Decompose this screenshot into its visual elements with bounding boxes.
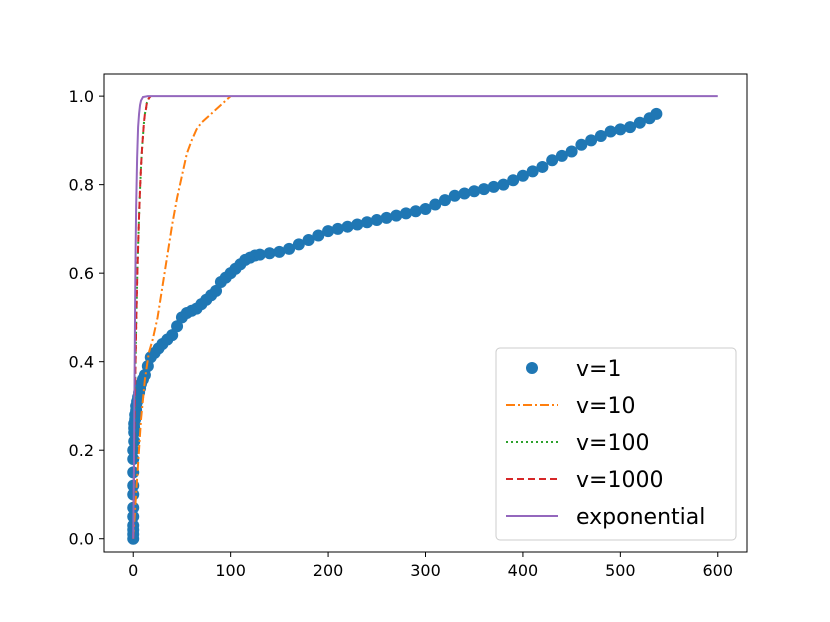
series-v-1-point	[477, 183, 490, 196]
series-v-1-point	[322, 225, 335, 238]
legend-label-v-1: v=1	[576, 357, 621, 382]
series-v-1-point	[292, 238, 305, 251]
legend: v=1 v=10 v=100 v=1000 exponential	[495, 347, 737, 541]
y-tick-label: 0.6	[69, 264, 94, 283]
series-v-1-point	[361, 216, 374, 229]
series-v-1-point	[650, 107, 663, 120]
legend-label-v-10: v=10	[576, 394, 635, 419]
series-v-1-point	[370, 214, 383, 227]
series-v-1-point	[312, 229, 325, 242]
x-tick-label: 0	[128, 561, 138, 580]
series-v-1-point	[253, 248, 266, 261]
legend-marker-v-1	[526, 362, 538, 374]
series-v-1-point	[448, 189, 461, 202]
series-v-1-point	[263, 247, 276, 260]
series-v-1-point	[536, 160, 549, 173]
x-tick-label: 500	[605, 561, 636, 580]
series-v-1-point	[565, 145, 578, 158]
series-v-1-point	[468, 185, 481, 198]
x-tick-label: 400	[508, 561, 539, 580]
series-v-1-point	[497, 178, 510, 191]
series-v-1-point	[341, 220, 354, 233]
y-tick-label: 0.2	[69, 441, 94, 460]
y-tick-label: 1.0	[69, 87, 94, 106]
series-v-1-point	[331, 222, 344, 235]
series-v-1-point	[283, 242, 296, 255]
x-tick-label: 600	[702, 561, 733, 580]
y-tick-label: 0.8	[69, 176, 94, 195]
series-exponential-line	[132, 95, 718, 539]
legend-label-v-1000: v=1000	[576, 468, 663, 493]
x-tick-label: 100	[215, 561, 246, 580]
series-v-1-point	[594, 129, 607, 142]
series-v-1-point	[516, 169, 529, 182]
series-v-1-point	[546, 154, 559, 167]
series-v-10-line	[132, 95, 232, 539]
ticks-layer: 0 100 200 300 400 500 600 0.0 0.2 0.4 0.6 0.8 1.0	[69, 87, 733, 580]
series-v-1-point	[210, 284, 223, 297]
series-v-1-point	[604, 125, 617, 138]
series-v-1-point	[302, 233, 315, 246]
series-v-1-point	[507, 174, 520, 187]
series-v-1-point	[273, 245, 286, 258]
series-v-1-point	[585, 134, 598, 147]
series-v-1-point	[633, 116, 646, 129]
series-v-1-point	[575, 138, 588, 151]
series-v-1-point	[171, 320, 184, 333]
series-v-1-point	[390, 209, 403, 222]
series-v-1-point	[526, 165, 539, 178]
series-v-1-point	[409, 205, 422, 218]
series-v-1-point	[429, 198, 442, 211]
series-v-1-point	[555, 149, 568, 162]
series-v-1-point	[438, 194, 451, 207]
legend-box	[495, 347, 737, 541]
series-v-1-point	[351, 218, 364, 231]
series-v-1-point	[614, 123, 627, 136]
series-v-1-point	[419, 202, 432, 215]
series-v-1-point	[166, 329, 179, 342]
y-tick-label: 0.4	[69, 353, 94, 372]
series-v-1-point	[487, 180, 500, 193]
legend-label-v-100: v=100	[576, 431, 649, 456]
series-v-1-point	[400, 207, 413, 220]
y-tick-label: 0.0	[69, 530, 94, 549]
x-tick-label: 200	[313, 561, 344, 580]
series-layer	[127, 95, 718, 545]
series-v-1-point	[380, 211, 393, 224]
legend-label-exponential: exponential	[576, 505, 705, 530]
x-tick-label: 300	[410, 561, 441, 580]
series-v-1-point	[458, 187, 471, 200]
series-v-1000-line	[132, 95, 152, 539]
series-v-1-point	[624, 121, 637, 134]
